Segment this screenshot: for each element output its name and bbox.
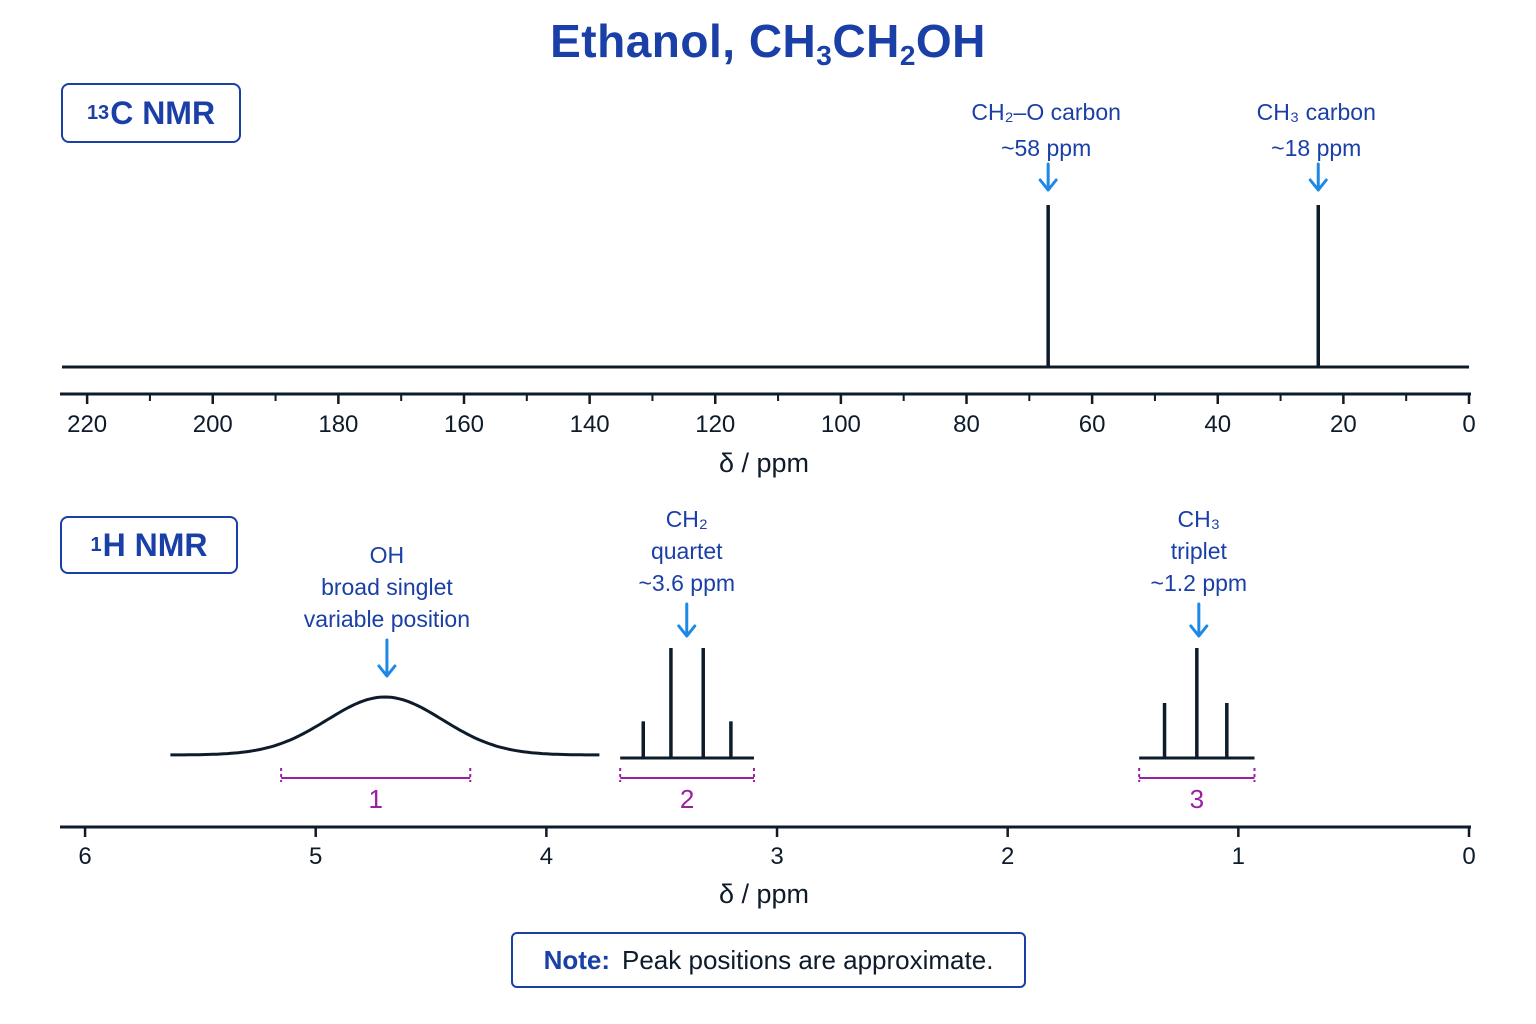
down-arrow-icon (377, 638, 397, 678)
note-heading: Note: (543, 944, 610, 975)
c13-label-text: C NMR (110, 94, 216, 131)
h1-peak-label: broad singlet (321, 574, 453, 600)
c13-peak-label: ~58 ppm (1001, 135, 1091, 161)
title-sub-2: 2 (899, 40, 916, 71)
c13-tick-label: 60 (1079, 411, 1106, 438)
h1-tick-label: 6 (78, 843, 91, 870)
title-prefix: Ethanol, CH (550, 15, 817, 67)
h1-tick-label: 4 (540, 843, 553, 870)
h1-peak-label: triplet (1171, 538, 1228, 564)
down-arrow-icon (1189, 602, 1209, 638)
c13-panel-label: 13 C NMR (61, 83, 241, 143)
h1-x-axis-title: δ / ppm (719, 879, 809, 909)
c13-label-sup: 13 (86, 101, 110, 124)
title-sub-1: 3 (816, 40, 833, 71)
c13-tick-label: 100 (821, 411, 861, 438)
page-title: Ethanol, CH3CH2OH (0, 14, 1536, 72)
c13-tick-label: 0 (1462, 411, 1475, 438)
h1-peak-label: quartet (651, 538, 723, 564)
h1-peak-label: variable position (304, 606, 470, 632)
c13-tick-label: 120 (695, 411, 735, 438)
h1-label-text: H NMR (102, 526, 208, 563)
c13-peak-label: ~18 ppm (1271, 135, 1361, 161)
c13-tick-label: 200 (193, 411, 233, 438)
h1-peak-label: ~3.6 ppm (638, 570, 735, 596)
c13-tick-label: 40 (1204, 411, 1231, 438)
c13-tick-label: 20 (1330, 411, 1357, 438)
c13-tick-label: 80 (953, 411, 980, 438)
c13-tick-label: 220 (67, 411, 107, 438)
c13-tick-label: 180 (318, 411, 358, 438)
c13-tick-label: 140 (570, 411, 610, 438)
note-box: Note: Peak positions are approximate. (511, 932, 1026, 988)
c13-peak-label: CH₃ carbon (1257, 99, 1376, 125)
title-suffix: OH (915, 15, 986, 67)
c13-peak-label: CH₂–O carbon (971, 99, 1121, 125)
h1-tick-label: 0 (1462, 843, 1475, 870)
h1-peak-label: CH₃ (1178, 506, 1221, 532)
h1-peak-label: ~1.2 ppm (1151, 570, 1248, 596)
h1-integration-label: 2 (680, 784, 694, 814)
h1-peak-label: OH (370, 542, 405, 568)
h1-label-sup: 1 (90, 533, 102, 556)
c13-x-axis-title: δ / ppm (719, 448, 809, 478)
h1-tick-label: 5 (309, 843, 322, 870)
h1-peak-oh-broad (170, 695, 600, 757)
h1-tick-label: 3 (770, 843, 783, 870)
h1-integration-label: 1 (368, 784, 382, 814)
h1-integration-label: 3 (1190, 784, 1204, 814)
h1-tick-label: 1 (1232, 843, 1245, 870)
down-arrow-icon (1038, 162, 1058, 192)
down-arrow-icon (1308, 162, 1328, 192)
h1-tick-label: 2 (1001, 843, 1014, 870)
c13-tick-label: 160 (444, 411, 484, 438)
h1-peak-label: CH₂ (666, 506, 708, 532)
title-mid: CH (832, 15, 900, 67)
note-text: Peak positions are approximate. (622, 944, 994, 975)
down-arrow-icon (677, 602, 697, 638)
